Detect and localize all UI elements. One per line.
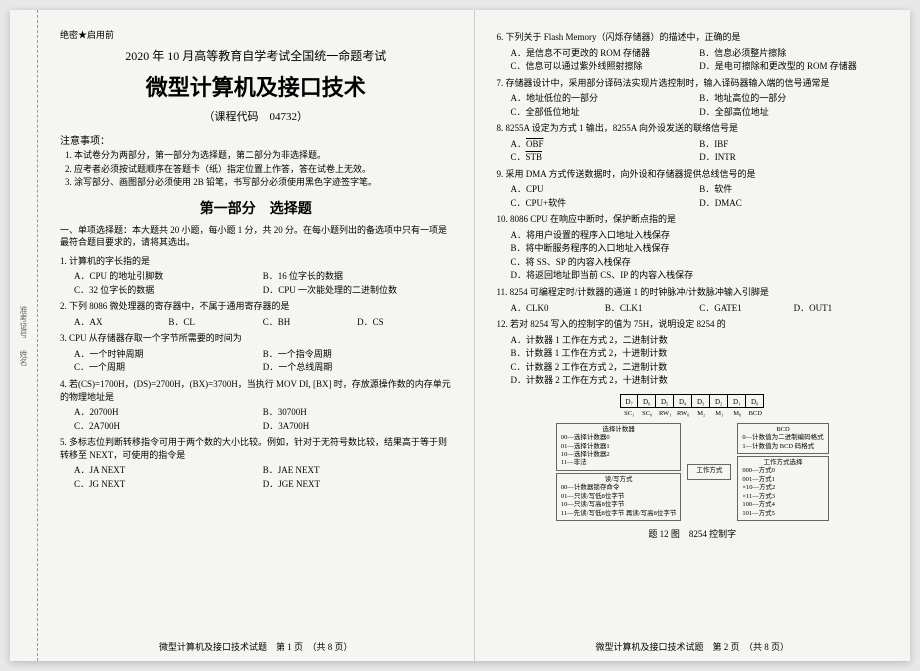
question-1: 1. 计算机的字长指的是 xyxy=(60,255,452,268)
part1-heading: 第一部分 选择题 xyxy=(60,198,452,218)
ctrl-left-col: 选择计数器 00—选择计数器0 01—选择计数器1 10—选择计数器2 11—非… xyxy=(556,421,682,523)
exam-header: 2020 年 10 月高等教育自学考试全国统一命题考试 微型计算机及接口技术 （… xyxy=(60,47,452,124)
question-9: 9. 采用 DMA 方式传送数据时，向外设和存储器提供总线信号的是 xyxy=(497,168,889,181)
notice-list: 本试卷分为两部分，第一部分为选择题，第二部分为非选择题。 应考者必须按试题顺序在… xyxy=(60,149,452,190)
binding-strip: 准考证号 姓名 xyxy=(10,10,38,661)
notice-item: 本试卷分为两部分，第一部分为选择题，第二部分为非选择题。 xyxy=(74,149,452,163)
section-a-instr: 一、单项选择题：本大题共 20 小题，每小题 1 分，共 20 分。在每小题列出… xyxy=(60,224,452,249)
question-10: 10. 8086 CPU 在响应中断时，保护断点指的是 xyxy=(497,213,889,226)
page-1-footer: 微型计算机及接口技术试题 第 1 页 （共 8 页） xyxy=(38,640,474,653)
question-5: 5. 多标志位判断转移指令可用于两个数的大小比较。例如，针对于无符号数比较，结果… xyxy=(60,436,452,461)
rw-box: 读/写方式 00—计数器锁存命令 01—只读/写低8位字节 10—只读/写高8位… xyxy=(556,473,682,521)
page-2: 6. 下列关于 Flash Memory（闪烁存储器）的描述中，正确的是 A．是… xyxy=(474,10,911,661)
question-3: 3. CPU 从存储器存取一个字节所需要的时间为 xyxy=(60,332,452,345)
page-2-footer: 微型计算机及接口技术试题 第 2 页 （共 8 页） xyxy=(475,640,911,653)
diagram-caption: 题 12 图 8254 控制字 xyxy=(497,527,889,540)
question-5-options: A．JA NEXTB．JAE NEXT C．JG NEXTD．JGE NEXT xyxy=(74,464,452,491)
notice-heading: 注意事项： xyxy=(60,132,452,147)
scanned-exam: 准考证号 姓名 绝密★启用前 2020 年 10 月高等教育自学考试全国统一命题… xyxy=(10,10,910,661)
ctrl-mid-col: 工作方式 xyxy=(687,421,731,523)
question-8: 8. 8255A 设定为方式 1 输出，8255A 向外设发送的联络信号是 xyxy=(497,122,889,135)
question-12-options: A．计数器 1 工作在方式 2，二进制计数 B．计数器 1 工作在方式 2，十进… xyxy=(511,334,889,388)
question-12: 12. 若对 8254 写入的控制字的值为 75H，说明设定 8254 的 xyxy=(497,318,889,331)
question-1-options: A．CPU 的地址引脚数B．16 位字长的数据 C．32 位字长的数据D．CPU… xyxy=(74,270,452,297)
control-word-diagram: D₇ D₆ D₅ D₄ D₃ D₂ D₁ D₀ SC₁ SC₀ RW₁ RW₀ … xyxy=(497,394,889,540)
question-7-options: A．地址低位的一部分B．地址高位的一部分 C．全部低位地址D．全部高位地址 xyxy=(511,92,889,119)
notice-item: 应考者必须按试题顺序在答题卡（纸）指定位置上作答，答在试卷上无效。 xyxy=(74,163,452,177)
bcd-box: BCD 0—计数值为二进制编码格式 1—计数值为 BCD 码格式 xyxy=(737,423,828,454)
bit-row: D₇ D₆ D₅ D₄ D₃ D₂ D₁ D₀ xyxy=(497,394,889,408)
question-6: 6. 下列关于 Flash Memory（闪烁存储器）的描述中，正确的是 xyxy=(497,31,889,44)
exam-header-line1: 2020 年 10 月高等教育自学考试全国统一命题考试 xyxy=(60,47,452,64)
question-8-options: A．OBFB．IBF C．STBD．INTR xyxy=(511,138,889,165)
question-7: 7. 存储器设计中，采用部分译码法实现片选控制时，输入译码器输入端的信号通常是 xyxy=(497,77,889,90)
confidential-mark: 绝密★启用前 xyxy=(60,28,452,41)
question-10-options: A．将用户设置的程序入口地址入栈保存 B．将中断服务程序的入口地址入栈保存 C．… xyxy=(511,229,889,283)
question-2: 2. 下列 8086 微处理器的寄存器中，不属于通用寄存器的是 xyxy=(60,300,452,313)
page-1: 绝密★启用前 2020 年 10 月高等教育自学考试全国统一命题考试 微型计算机… xyxy=(38,10,474,661)
question-6-options: A．是信息不可更改的 ROM 存储器B．信息必须整片擦除 C．信息可以通过紫外线… xyxy=(511,47,889,74)
mode-box: 工作方式选择 000—方式0 001—方式1 ×10—方式2 ×11—方式3 1… xyxy=(737,456,828,521)
select-counter-box: 选择计数器 00—选择计数器0 01—选择计数器1 10—选择计数器2 11—非… xyxy=(556,423,682,471)
question-2-options: A．AXB．CL C．BHD．CS xyxy=(74,316,452,330)
question-3-options: A．一个时钟周期B．一个指令周期 C．一个周期D．一个总线周期 xyxy=(74,348,452,375)
question-11: 11. 8254 可编程定时/计数器的通道 1 的时钟脉冲/计数脉冲输入引脚是 xyxy=(497,286,889,299)
mode-mid-box: 工作方式 xyxy=(687,464,731,480)
binding-label-name: 姓名 xyxy=(18,350,29,366)
notice-item: 涂写部分、画图部分必须使用 2B 铅笔，书写部分必须使用黑色字迹签字笔。 xyxy=(74,176,452,190)
question-4: 4. 若(CS)=1700H，(DS)=2700H，(BX)=3700H，当执行… xyxy=(60,378,452,403)
question-4-options: A．20700HB．30700H C．2A700HD．3A700H xyxy=(74,406,452,433)
question-9-options: A．CPUB．软件 C．CPU+软件D．DMAC xyxy=(511,183,889,210)
control-word-layout: 选择计数器 00—选择计数器0 01—选择计数器1 10—选择计数器2 11—非… xyxy=(497,421,889,523)
course-code: （课程代码 04732） xyxy=(60,108,452,124)
bit-labels: SC₁ SC₀ RW₁ RW₀ M₂ M₁ M₀ BCD xyxy=(497,410,889,417)
binding-label-id: 准考证号 xyxy=(18,306,29,338)
question-11-options: A．CLK0B．CLK1 C．GATE1D．OUT1 xyxy=(511,302,889,316)
exam-title: 微型计算机及接口技术 xyxy=(60,70,452,102)
ctrl-right-col: BCD 0—计数值为二进制编码格式 1—计数值为 BCD 码格式 工作方式选择 … xyxy=(737,421,828,523)
